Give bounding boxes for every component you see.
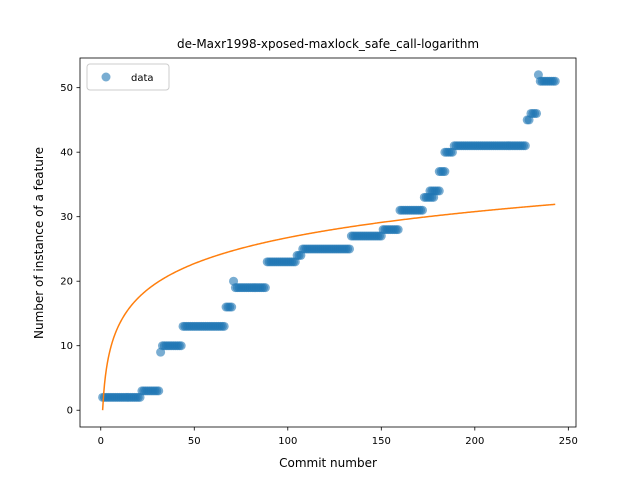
- y-axis-ticks: 0 10 20 30 40 50: [60, 83, 80, 417]
- data-point: [260, 283, 270, 293]
- legend-label-data: data: [131, 73, 154, 84]
- data-point: [154, 386, 164, 396]
- fit-curve: [101, 203, 556, 411]
- y-axis-label: Number of instance of a feature: [32, 147, 46, 339]
- legend: data: [86, 63, 170, 91]
- x-tick-label: 100: [278, 436, 297, 447]
- y-tick-label: 20: [60, 277, 73, 288]
- fit-curve-layer: [101, 203, 556, 411]
- data-point: [434, 186, 444, 196]
- data-point: [550, 76, 560, 86]
- data-point: [219, 321, 229, 331]
- legend-marker-data: [101, 72, 111, 82]
- y-tick-label: 0: [67, 406, 73, 417]
- legend-box: [86, 63, 170, 91]
- chart-title: de-Maxr1998-xposed-maxlock_safe_call-log…: [177, 37, 479, 51]
- data-point: [176, 341, 186, 351]
- data-point: [345, 244, 355, 254]
- x-tick-label: 250: [559, 436, 578, 447]
- x-tick-label: 0: [98, 436, 104, 447]
- axes-frame: [79, 57, 577, 428]
- y-tick-label: 50: [60, 83, 73, 94]
- data-point: [532, 108, 542, 118]
- y-tick-label: 30: [60, 212, 73, 223]
- x-tick-label: 200: [465, 436, 484, 447]
- x-tick-label: 150: [372, 436, 391, 447]
- y-tick-label: 10: [60, 341, 73, 352]
- data-point: [440, 167, 450, 177]
- data-point: [227, 302, 237, 312]
- y-tick-label: 40: [60, 148, 73, 159]
- x-axis-ticks: 0 50 100 150 200 250: [98, 427, 578, 447]
- data-points: [98, 70, 560, 402]
- data-point: [393, 225, 403, 235]
- x-tick-label: 50: [188, 436, 201, 447]
- data-point: [417, 205, 427, 215]
- data-point: [520, 141, 530, 151]
- x-axis-label: Commit number: [279, 456, 377, 470]
- plot-area: [98, 70, 560, 411]
